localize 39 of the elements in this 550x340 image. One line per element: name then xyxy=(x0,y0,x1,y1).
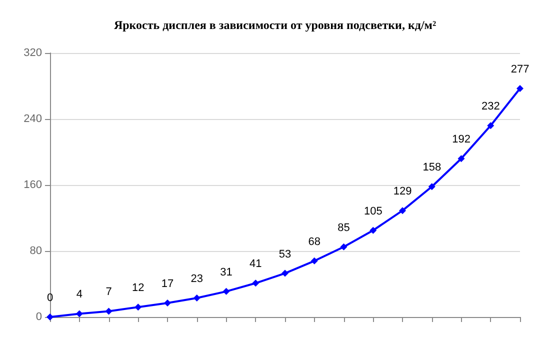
point xyxy=(399,207,406,214)
data-label: 158 xyxy=(422,162,442,174)
y-tick-label: 240 xyxy=(24,113,42,125)
data-label: 41 xyxy=(250,258,262,270)
data-label: 7 xyxy=(106,286,112,298)
data-label: 105 xyxy=(364,205,382,218)
data-label: 17 xyxy=(161,278,174,290)
y-tick-label: 80 xyxy=(30,245,42,257)
data-label: 0 xyxy=(46,292,54,304)
chart-title: Яркость дисплея в зависимости от уровня подсветки, кд/м² xyxy=(114,18,436,32)
point xyxy=(76,310,83,318)
point xyxy=(516,84,524,92)
point xyxy=(105,308,112,315)
y-tick-label: 0 xyxy=(36,311,42,323)
point xyxy=(164,299,171,306)
y-tick-label: 320 xyxy=(24,47,42,59)
point xyxy=(370,226,377,234)
data-label: 31 xyxy=(220,266,232,278)
data-label: 85 xyxy=(338,222,350,234)
point xyxy=(340,243,348,250)
data-label: 129 xyxy=(393,186,412,198)
data-label: 68 xyxy=(308,236,320,248)
data-label: 53 xyxy=(278,248,292,260)
point xyxy=(282,270,288,277)
point xyxy=(428,183,436,190)
data-label: 232 xyxy=(481,100,500,113)
point xyxy=(487,122,494,130)
point xyxy=(222,288,230,295)
data-label: 12 xyxy=(132,282,144,294)
point xyxy=(310,257,318,264)
data-label: 192 xyxy=(452,134,470,146)
data-label: 277 xyxy=(510,63,530,76)
point xyxy=(252,280,260,287)
y-tick-label: 160 xyxy=(24,179,42,191)
data-label: 23 xyxy=(190,273,203,286)
point xyxy=(458,155,465,162)
point xyxy=(134,304,142,311)
data-label: 4 xyxy=(76,288,82,301)
point xyxy=(193,294,200,302)
